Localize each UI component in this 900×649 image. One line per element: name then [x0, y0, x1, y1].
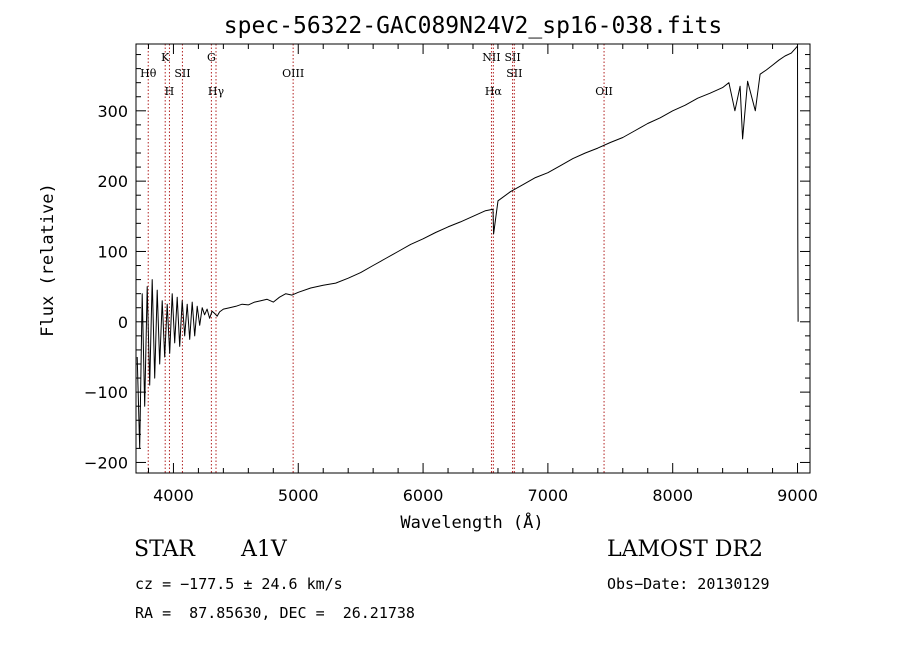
axis-ticks — [136, 44, 810, 473]
emission-lines-layer — [147, 44, 605, 473]
x-tick-label: 8000 — [652, 486, 693, 505]
y-axis-label: Flux (relative) — [38, 183, 58, 337]
y-tick-label: 100 — [97, 242, 128, 261]
x-tick-label: 5000 — [278, 486, 319, 505]
y-tick-label: −100 — [84, 383, 128, 402]
x-tick-label: 9000 — [777, 486, 818, 505]
x-tick-label: 6000 — [403, 486, 444, 505]
x-tick-label: 7000 — [528, 486, 569, 505]
x-axis-label: Wavelength (Å) — [400, 511, 543, 533]
axis-tick-labels: 4000 5000 6000 7000 8000 9000 −200 −100 0 100 200 3… — [84, 102, 818, 505]
spectral-line-label: OII — [595, 85, 613, 98]
observation-date: Obs−Date: 20130129 — [607, 575, 770, 593]
spectral-line-label: NII — [482, 51, 500, 64]
spectral-line-label: Hα — [485, 85, 503, 98]
x-tick-label: 4000 — [153, 486, 194, 505]
coordinates: RA = 87.85630, DEC = 26.21738 — [135, 604, 415, 622]
object-class: STAR — [134, 537, 195, 562]
spectrum-layer — [136, 45, 799, 449]
object-subclass: A1V — [241, 537, 287, 562]
y-tick-label: −200 — [84, 453, 128, 472]
redshift-velocity: cz = −177.5 ± 24.6 km/s — [135, 575, 343, 593]
spectral-line-label: OIII — [282, 67, 304, 80]
spectral-line-label: SII — [174, 67, 190, 80]
spectral-line-label: Hθ — [140, 67, 157, 80]
plot-frame — [135, 43, 811, 474]
spectral-line-label: Hγ — [208, 85, 225, 98]
y-tick-label: 300 — [97, 102, 128, 121]
spectral-line-label: K — [161, 51, 170, 64]
y-tick-label: 0 — [118, 313, 128, 332]
chart-title: spec-56322-GAC089N24V2_sp16-038.fits — [224, 13, 723, 39]
spectral-line-label: SII — [506, 67, 522, 80]
spectral-line-label: SII — [504, 51, 520, 64]
spectral-line-label: H — [165, 85, 175, 98]
survey-name: LAMOST DR2 — [607, 537, 763, 562]
spectral-line-label: G — [207, 51, 216, 64]
spectrum-line — [136, 45, 799, 449]
y-tick-label: 200 — [97, 172, 128, 191]
